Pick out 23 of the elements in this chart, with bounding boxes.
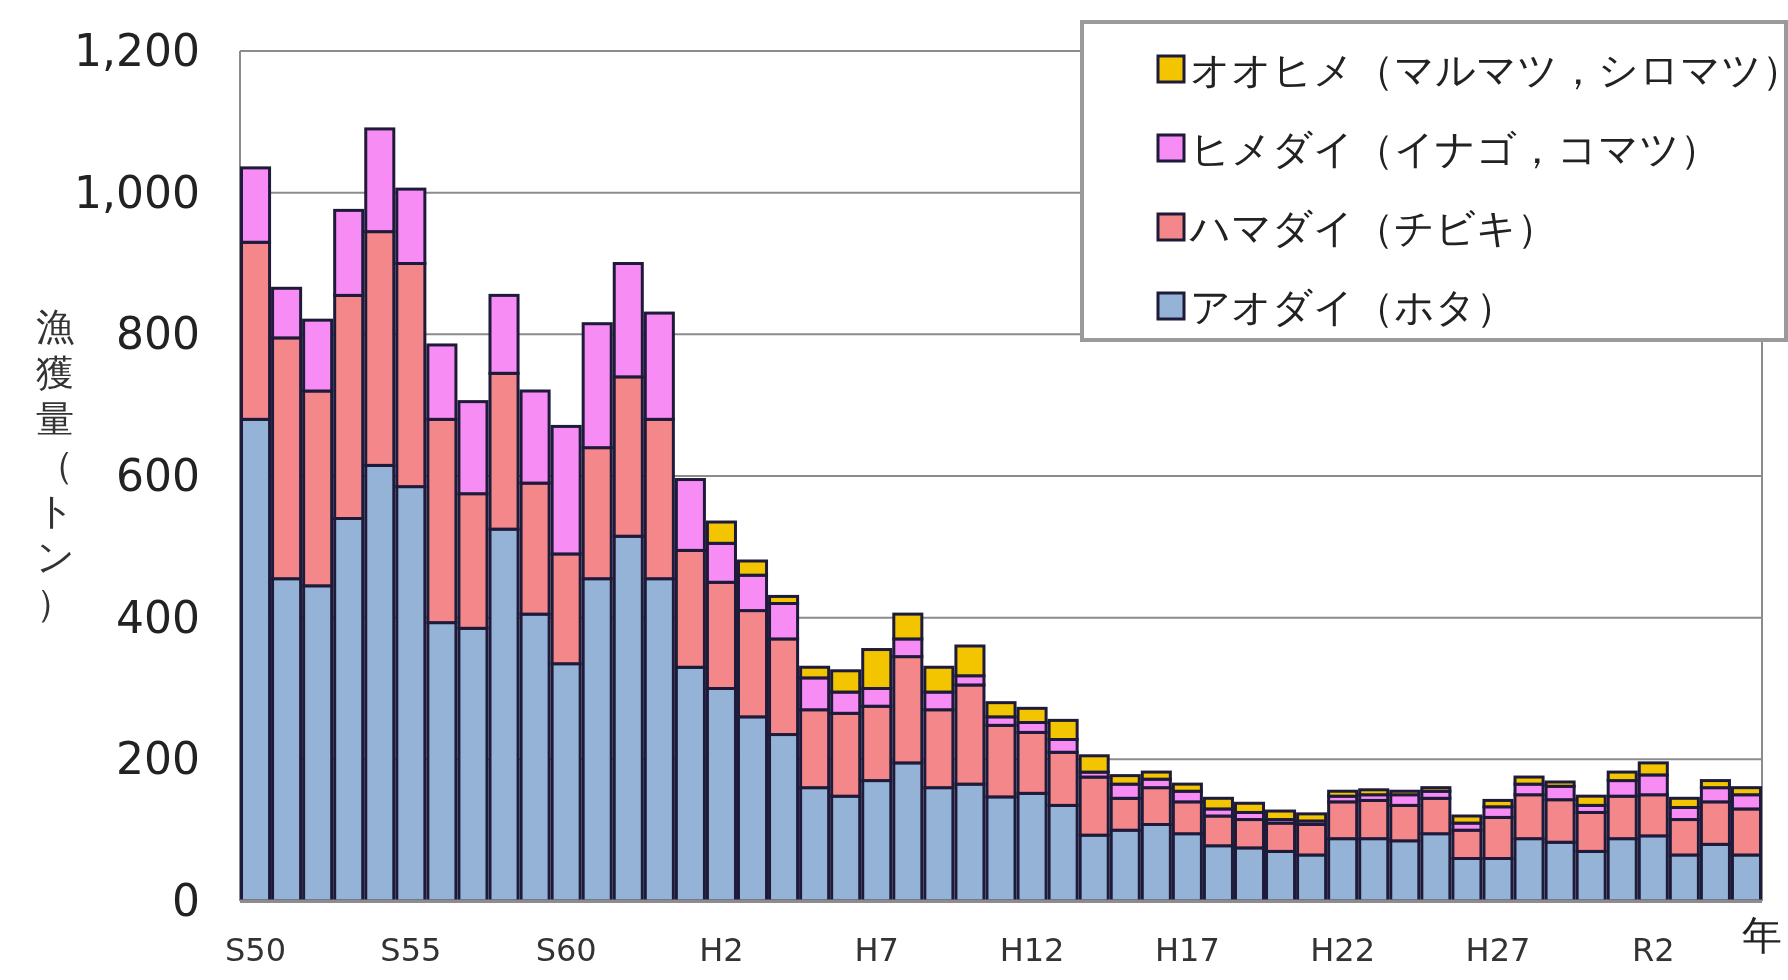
- legend-label: オオヒメ（マルマツ，シロマツ）: [1190, 47, 1788, 93]
- x-tick-label: H2: [699, 931, 744, 969]
- x-tick-label: H12: [999, 931, 1065, 969]
- y-tick-label: 800: [116, 308, 200, 360]
- x-tick-label: S60: [535, 931, 597, 969]
- x-tick-label: H17: [1154, 931, 1220, 969]
- x-tick-label: R2: [1631, 931, 1675, 969]
- y-tick-label: 200: [116, 733, 200, 785]
- x-axis-title: 年: [1742, 912, 1782, 958]
- x-tick-label: H7: [854, 931, 899, 969]
- legend-label: ハマダイ（チビキ）: [1189, 205, 1557, 251]
- y-tick-label: 1,200: [74, 25, 200, 76]
- x-tick-label: H22: [1310, 931, 1376, 969]
- x-tick-label: S55: [380, 931, 442, 969]
- y-axis-title: 漁獲量（トン）: [35, 305, 75, 625]
- legend-label: アオダイ（ホタ）: [1190, 284, 1516, 330]
- y-tick-label: 400: [116, 591, 200, 643]
- y-tick-label: 1,000: [74, 166, 200, 218]
- legend-label: ヒメダイ（イナゴ，コマツ）: [1190, 126, 1720, 172]
- y-tick-label: 0: [172, 875, 200, 926]
- y-tick-label: 600: [116, 450, 200, 501]
- x-tick-label: H27: [1465, 931, 1531, 969]
- x-tick-label: S50: [225, 931, 287, 969]
